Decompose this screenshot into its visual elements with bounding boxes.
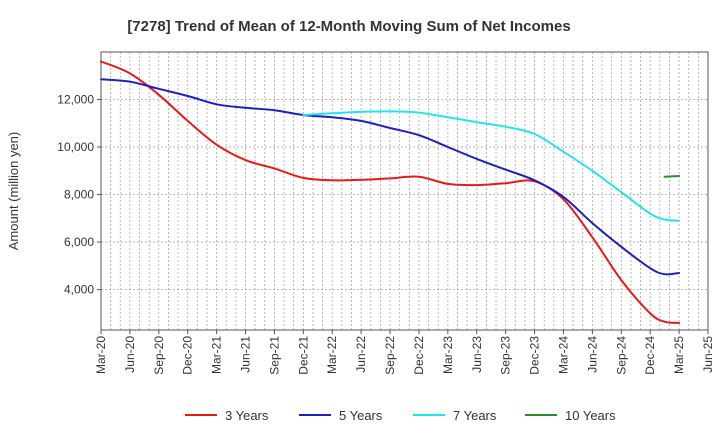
- y-tick-label: 6,000: [64, 235, 94, 249]
- series-lines: [100, 60, 681, 324]
- x-tick-label: Jun-22: [354, 336, 368, 373]
- x-tick-label: Sep-20: [152, 336, 166, 375]
- legend: 3 Years 5 Years 7 Years 10 Years: [185, 408, 616, 423]
- chart-title: [7278] Trend of Mean of 12-Month Moving …: [127, 18, 570, 35]
- series-line-3-years: [100, 60, 681, 324]
- series-line-7-years: [302, 110, 681, 222]
- x-tick-label: Jun-20: [123, 336, 137, 373]
- legend-label-10-years: 10 Years: [565, 408, 616, 423]
- x-tick-label: Mar-20: [94, 336, 108, 374]
- x-tick-label: Jun-24: [585, 336, 599, 373]
- series-line-10-years: [663, 175, 681, 178]
- y-tick-label: 12,000: [57, 93, 94, 107]
- x-tick-label: Mar-25: [672, 336, 686, 374]
- x-tick-label: Jun-25: [701, 336, 715, 373]
- legend-label-5-years: 5 Years: [339, 408, 383, 423]
- y-tick-label: 4,000: [64, 283, 94, 297]
- grid-lines: [100, 52, 709, 330]
- x-tick-label: Dec-21: [296, 336, 310, 375]
- x-tick-label: Sep-23: [499, 336, 513, 375]
- x-tick-label: Dec-24: [643, 336, 657, 375]
- plot-frame: [100, 51, 709, 331]
- x-tick-label: Mar-24: [556, 336, 570, 374]
- axis-ticks: 4,000 6,000 8,000 10,000 12,000 Mar-20 Jun-20 S…: [57, 93, 715, 375]
- y-tick-label: 8,000: [64, 188, 94, 202]
- x-tick-label: Sep-22: [383, 336, 397, 375]
- x-tick-label: Jun-23: [470, 336, 484, 373]
- x-tick-label: Mar-23: [441, 336, 455, 374]
- x-tick-label: Sep-24: [614, 336, 628, 375]
- x-tick-label: Mar-22: [325, 336, 339, 374]
- x-tick-label: Sep-21: [267, 336, 281, 375]
- x-tick-label: Jun-21: [239, 336, 253, 373]
- y-axis-label: Amount (million yen): [6, 132, 21, 251]
- x-tick-label: Dec-23: [528, 336, 542, 375]
- x-tick-label: Dec-20: [181, 336, 195, 375]
- x-tick-label: Dec-22: [412, 336, 426, 375]
- series-line-5-years: [100, 78, 681, 276]
- legend-label-3-years: 3 Years: [225, 408, 269, 423]
- y-tick-label: 10,000: [57, 140, 94, 154]
- x-tick-label: Mar-21: [210, 336, 224, 374]
- legend-label-7-years: 7 Years: [453, 408, 497, 423]
